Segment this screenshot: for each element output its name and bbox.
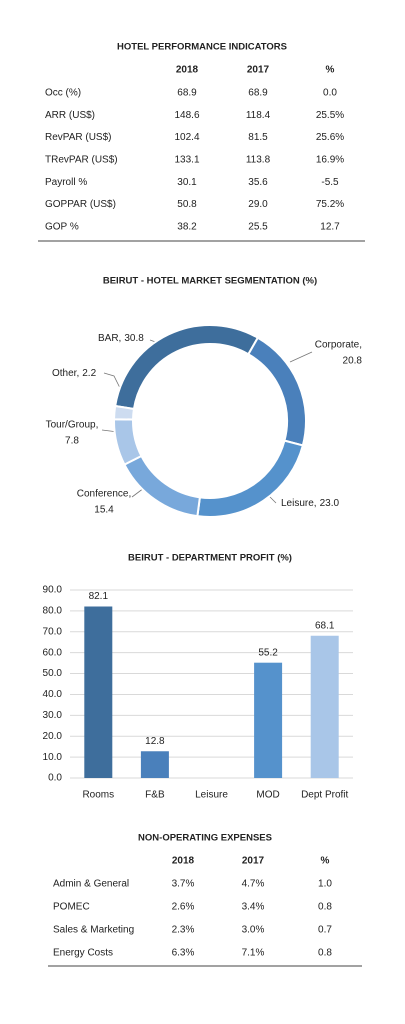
row-label: GOPPAR (US$) bbox=[45, 199, 116, 210]
column-header: 2017 bbox=[247, 65, 270, 76]
x-tick-label: F&B bbox=[145, 790, 165, 801]
table-cell: 3.7% bbox=[172, 879, 195, 890]
table-title: HOTEL PERFORMANCE INDICATORS bbox=[117, 42, 287, 53]
x-tick-label: Dept Profit bbox=[301, 790, 348, 801]
table-cell: 25.6% bbox=[316, 132, 344, 143]
table-cell: 1.0 bbox=[318, 879, 332, 890]
table-cell: 3.0% bbox=[242, 925, 265, 936]
row-label: TRevPAR (US$) bbox=[45, 155, 118, 166]
y-tick-label: 80.0 bbox=[43, 606, 63, 617]
table-cell: 12.7 bbox=[320, 221, 340, 232]
table-cell: 102.4 bbox=[174, 132, 199, 143]
table-cell: 68.9 bbox=[248, 88, 268, 99]
table-cell: 81.5 bbox=[248, 132, 268, 143]
row-label: Sales & Marketing bbox=[53, 925, 134, 936]
table-cell: 50.8 bbox=[177, 199, 197, 210]
value-label: 15.4 bbox=[94, 505, 114, 516]
value-label: 12.8 bbox=[145, 736, 165, 747]
value-label: 23.0 bbox=[320, 498, 340, 509]
y-tick-label: 20.0 bbox=[43, 731, 63, 742]
leader-line bbox=[289, 351, 313, 363]
table-cell: 118.4 bbox=[246, 110, 271, 121]
category-label: Conference, bbox=[77, 489, 131, 500]
table-cell: 25.5% bbox=[316, 110, 344, 121]
table-cell: 35.6 bbox=[248, 177, 268, 188]
table-cell: 6.3% bbox=[172, 948, 195, 959]
row-label: Admin & General bbox=[53, 879, 129, 890]
value-label: 68.1 bbox=[315, 620, 335, 631]
table-cell: 25.5 bbox=[248, 221, 268, 232]
category-label: Corporate, bbox=[315, 340, 362, 351]
y-tick-label: 40.0 bbox=[43, 689, 63, 700]
table-cell: 68.9 bbox=[177, 88, 197, 99]
category-label: Other, bbox=[52, 368, 79, 379]
row-label: RevPAR (US$) bbox=[45, 132, 112, 143]
row-label: Energy Costs bbox=[53, 948, 113, 959]
table-cell: 0.0 bbox=[323, 88, 337, 99]
table-cell: 133.1 bbox=[174, 155, 199, 166]
column-header: 2017 bbox=[242, 856, 265, 867]
value-label: 7.8 bbox=[65, 436, 79, 447]
column-header: % bbox=[326, 65, 335, 76]
column-header: 2018 bbox=[172, 856, 195, 867]
table-cell: 38.2 bbox=[177, 221, 197, 232]
row-label: GOP % bbox=[45, 221, 79, 232]
category-label: Tour/Group, bbox=[46, 420, 99, 431]
table-cell: 16.9% bbox=[316, 155, 344, 166]
table-cell: 30.1 bbox=[177, 177, 197, 188]
table-cell: 75.2% bbox=[316, 199, 344, 210]
table-cell: 2.6% bbox=[172, 902, 195, 913]
table-cell: 29.0 bbox=[248, 199, 268, 210]
y-tick-label: 0.0 bbox=[48, 773, 62, 784]
row-label: Payroll % bbox=[45, 177, 87, 188]
column-header: % bbox=[321, 856, 330, 867]
table-cell: 0.8 bbox=[318, 948, 332, 959]
data-label: BAR, 30.8 bbox=[98, 333, 144, 344]
table-cell: 4.7% bbox=[242, 879, 265, 890]
y-tick-label: 60.0 bbox=[43, 647, 63, 658]
value-label: 82.1 bbox=[89, 591, 109, 602]
data-label: Leisure, 23.0 bbox=[281, 498, 339, 509]
table-cell: 7.1% bbox=[242, 948, 265, 959]
data-label: Other, 2.2 bbox=[52, 368, 97, 379]
x-tick-label: MOD bbox=[256, 790, 279, 801]
value-label: 20.8 bbox=[343, 356, 363, 367]
row-label: POMEC bbox=[53, 902, 90, 913]
y-tick-label: 90.0 bbox=[43, 585, 63, 596]
bar bbox=[84, 606, 113, 778]
y-tick-label: 50.0 bbox=[43, 668, 63, 679]
table-cell: 0.8 bbox=[318, 902, 332, 913]
table-cell: 0.7 bbox=[318, 925, 332, 936]
bar bbox=[140, 751, 169, 778]
bar bbox=[310, 635, 339, 778]
y-tick-label: 30.0 bbox=[43, 710, 63, 721]
table-cell: 113.8 bbox=[246, 155, 271, 166]
x-tick-label: Leisure bbox=[195, 790, 228, 801]
table-cell: 3.4% bbox=[242, 902, 265, 913]
y-tick-label: 70.0 bbox=[43, 626, 63, 637]
row-label: Occ (%) bbox=[45, 88, 81, 99]
value-label: 30.8 bbox=[124, 333, 144, 344]
donut-segment bbox=[112, 404, 136, 421]
x-tick-label: Rooms bbox=[82, 790, 114, 801]
table-title: NON-OPERATING EXPENSES bbox=[138, 833, 272, 844]
y-tick-label: 10.0 bbox=[43, 752, 63, 763]
bar bbox=[254, 662, 283, 778]
chart-title: BEIRUT - HOTEL MARKET SEGMENTATION (%) bbox=[103, 276, 317, 287]
value-label: 2.2 bbox=[82, 368, 96, 379]
table-cell: -5.5 bbox=[321, 177, 339, 188]
row-label: ARR (US$) bbox=[45, 110, 95, 121]
table-cell: 148.6 bbox=[174, 110, 199, 121]
category-label: BAR, bbox=[98, 333, 121, 344]
chart-title: BEIRUT - DEPARTMENT PROFIT (%) bbox=[128, 553, 292, 564]
value-label: 55.2 bbox=[258, 647, 278, 658]
column-header: 2018 bbox=[176, 65, 199, 76]
category-label: Leisure, bbox=[281, 498, 317, 509]
table-cell: 2.3% bbox=[172, 925, 195, 936]
